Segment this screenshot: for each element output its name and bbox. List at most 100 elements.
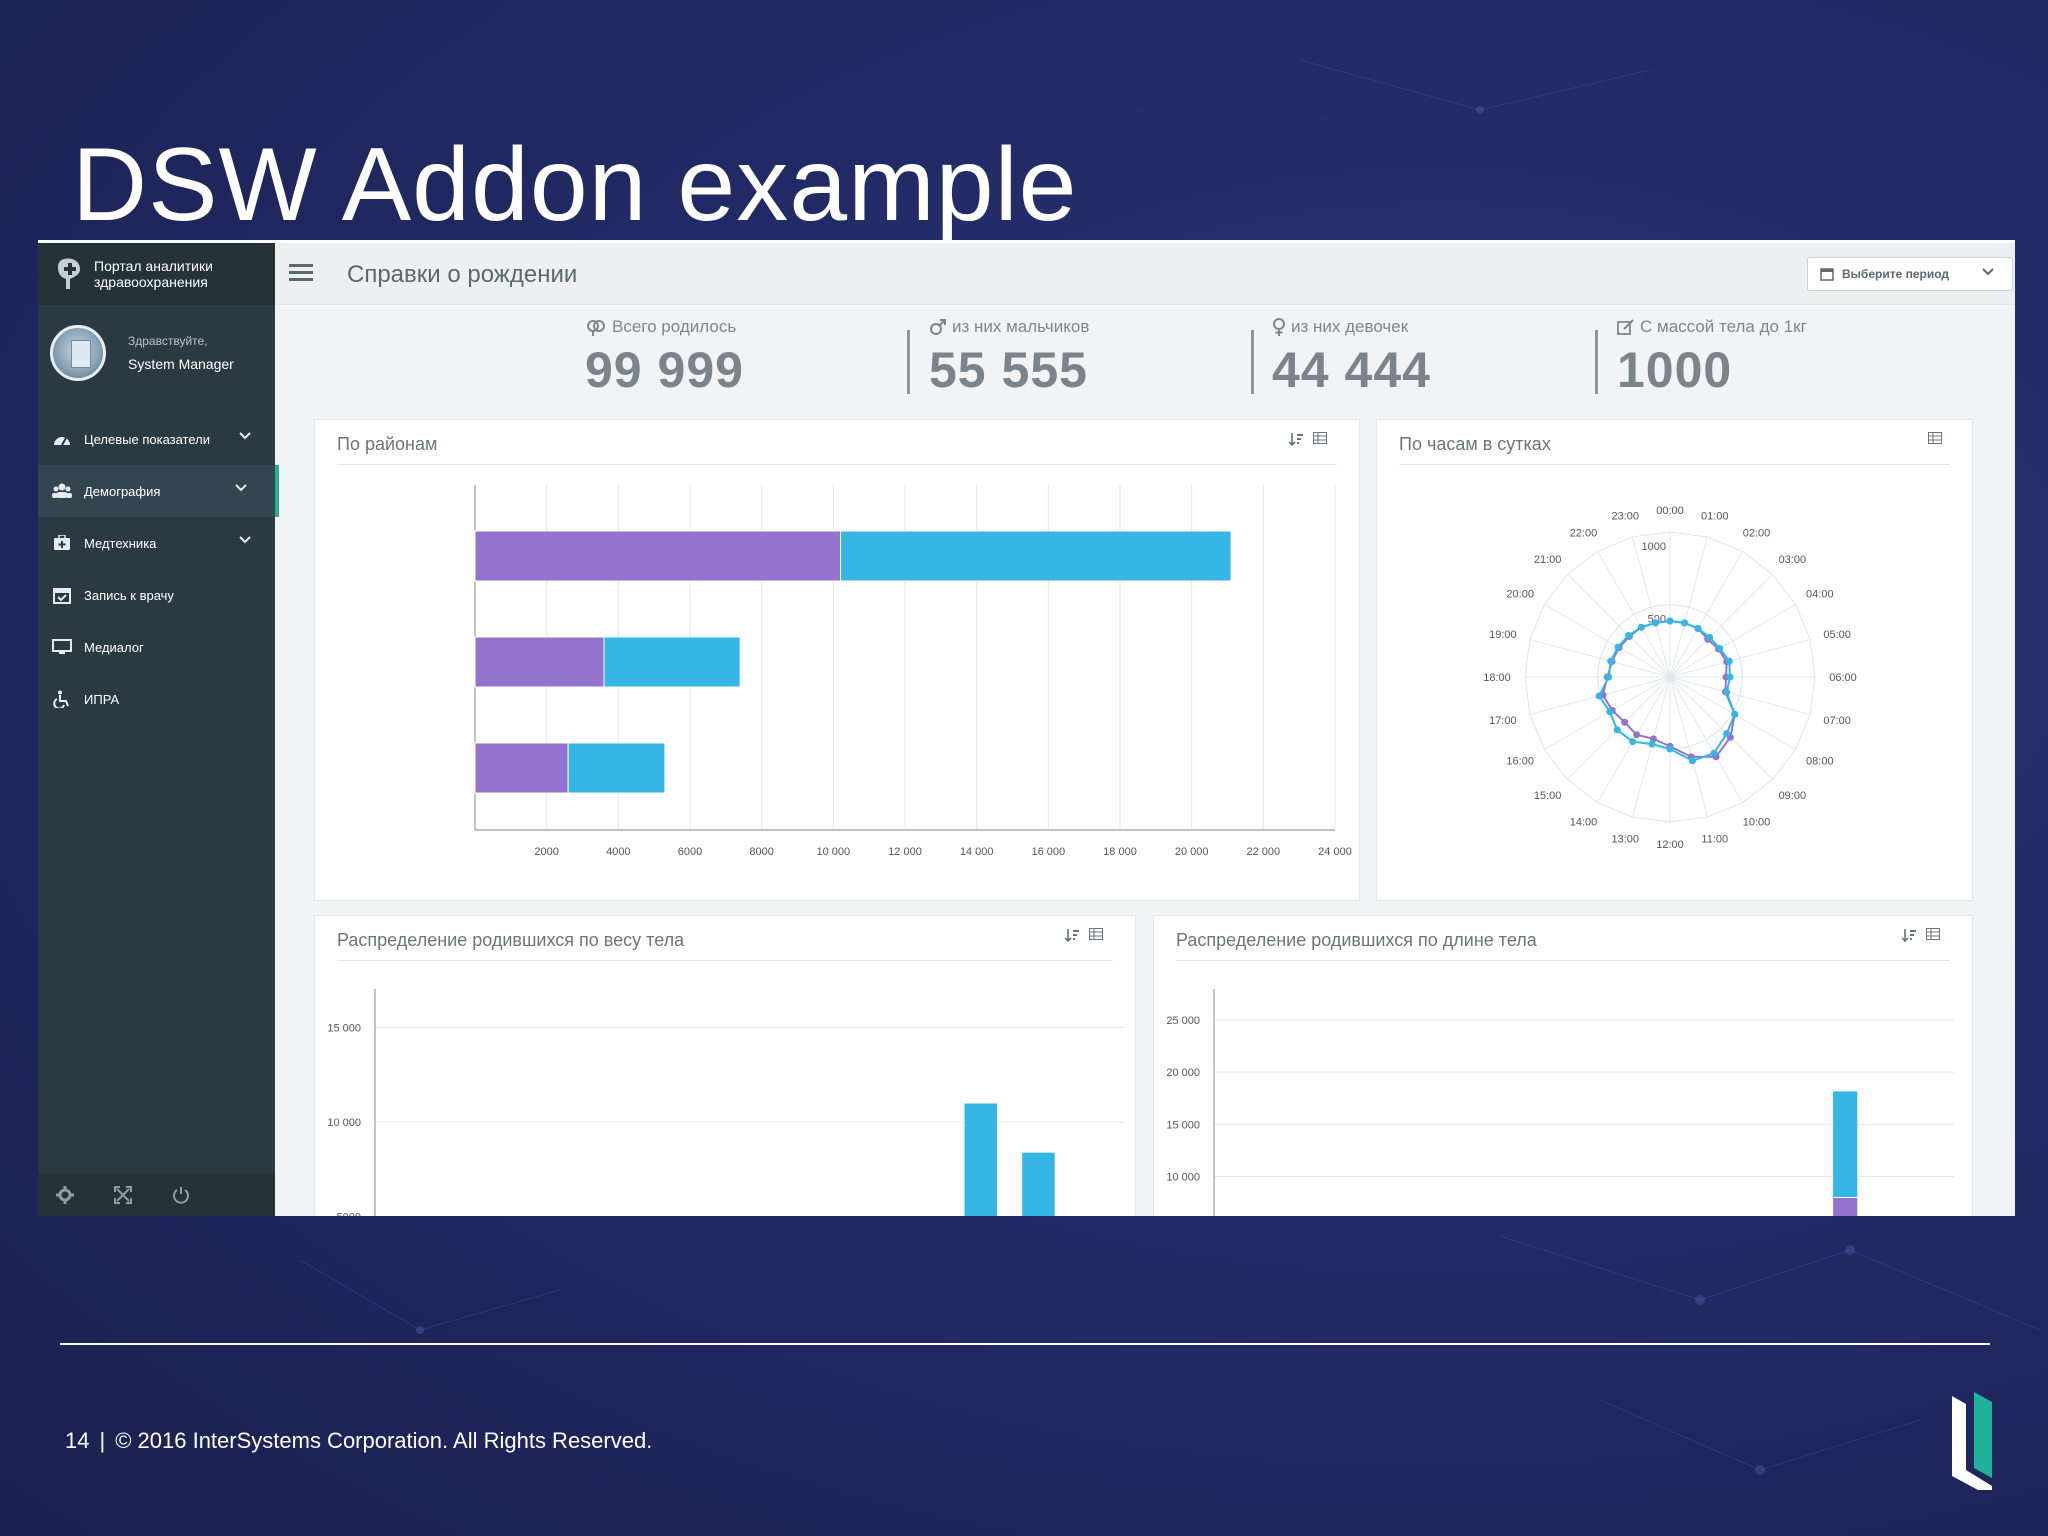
table-icon[interactable] xyxy=(1928,432,1942,444)
x-tick-label: 22 000 xyxy=(1247,846,1281,858)
footer-divider xyxy=(60,1343,1990,1345)
table-icon[interactable] xyxy=(1089,928,1103,940)
bar-segment xyxy=(1021,1151,1056,1216)
sidebar-footer xyxy=(38,1173,275,1216)
bar-segment xyxy=(603,636,741,688)
hour-label: 08:00 xyxy=(1806,756,1834,768)
kpi-divider xyxy=(1595,330,1598,394)
gear-icon[interactable] xyxy=(56,1185,74,1204)
kpi-total-born: Всего родилось 99 999 xyxy=(585,317,744,399)
kpi-label: из них мальчиков xyxy=(952,317,1090,336)
chevron-down-icon xyxy=(235,484,247,492)
bar-segment xyxy=(840,530,1232,582)
hour-label: 04:00 xyxy=(1806,589,1834,601)
hour-label: 23:00 xyxy=(1611,511,1639,523)
weight-bar-chart: 15 000 10 000 5000 xyxy=(327,989,1125,1216)
menu-icon[interactable] xyxy=(289,263,313,283)
radar-point xyxy=(1613,726,1621,734)
sort-icon[interactable] xyxy=(1289,432,1303,446)
radar-spoke xyxy=(1669,551,1743,678)
y-tick-label: 5000 xyxy=(337,1211,361,1216)
kpi-label: из них девочек xyxy=(1291,317,1409,336)
fullscreen-icon[interactable] xyxy=(114,1185,132,1204)
sidebar-item-ipra[interactable]: ИПРА xyxy=(38,673,275,725)
power-icon[interactable] xyxy=(172,1186,190,1204)
radar-spoke xyxy=(1669,676,1743,803)
hour-label: 13:00 xyxy=(1611,833,1639,845)
radar-spoke xyxy=(1597,551,1671,678)
sidebar-item-demography[interactable]: Демография xyxy=(38,465,279,517)
card-title: По районам xyxy=(337,434,438,454)
hour-label: 16:00 xyxy=(1506,756,1534,768)
x-tick-label: 20 000 xyxy=(1175,846,1209,858)
radar-spoke xyxy=(1669,536,1709,678)
hour-label: 02:00 xyxy=(1743,527,1771,539)
bar-segment xyxy=(963,1102,998,1216)
wheelchair-icon xyxy=(52,689,72,709)
hour-label: 15:00 xyxy=(1534,790,1562,802)
kpi-label: Всего родилось xyxy=(612,317,737,336)
radar-spoke xyxy=(1669,676,1709,818)
kpi-value: 1000 xyxy=(1617,342,1733,398)
radar-spoke xyxy=(1544,604,1671,678)
sort-icon[interactable] xyxy=(1902,928,1916,942)
brand-line-2: здравоохранения xyxy=(94,274,208,290)
sidebar-item-medtech[interactable]: Медтехника xyxy=(38,517,275,569)
users-icon xyxy=(52,481,72,501)
radar-spoke xyxy=(1567,574,1671,678)
sort-icon[interactable] xyxy=(1065,928,1079,942)
sidebar-item-label: Демография xyxy=(84,483,161,499)
table-icon[interactable] xyxy=(1926,928,1940,940)
sidebar-item-medialog[interactable]: Медиалог xyxy=(38,621,275,673)
kpi-label: С массой тела до 1кг xyxy=(1640,317,1807,336)
radar-point xyxy=(1694,624,1702,632)
sidebar-item-label: Медтехника xyxy=(84,535,157,551)
user-name: System Manager xyxy=(128,356,234,372)
calendar-icon xyxy=(1820,268,1834,281)
medkit-icon xyxy=(52,533,72,553)
x-tick-label: 12 000 xyxy=(888,846,922,858)
kpi-value: 44 444 xyxy=(1272,342,1431,398)
radar-spoke xyxy=(1669,638,1811,678)
table-icon[interactable] xyxy=(1313,432,1327,444)
sidebar-item-target-indicators[interactable]: Целевые показатели xyxy=(38,413,275,465)
period-select-button[interactable]: Выберите период xyxy=(1807,257,2013,291)
bar-segment xyxy=(474,530,841,582)
user-greeting: Здравствуйте, xyxy=(128,334,208,348)
avatar[interactable] xyxy=(50,325,106,381)
kpi-value: 55 555 xyxy=(929,342,1088,398)
radar-point xyxy=(1637,623,1645,631)
kpi-boys: из них мальчиков 55 555 xyxy=(929,317,1089,399)
radar-spoke xyxy=(1669,676,1811,716)
radar-point xyxy=(1723,688,1731,696)
x-tick-label: 24 000 xyxy=(1318,846,1352,858)
card-by-district: По районам 2000 4000 6000 8000 10 000 12 000 1… xyxy=(314,419,1360,901)
sidebar-item-label: ИПРА xyxy=(84,691,120,707)
card-toolbar xyxy=(1289,432,1327,446)
male-icon xyxy=(930,319,946,335)
hour-label: 21:00 xyxy=(1534,554,1562,566)
hour-label: 03:00 xyxy=(1779,554,1807,566)
radar-point xyxy=(1666,617,1674,625)
radar-spoke xyxy=(1669,676,1773,780)
hour-label: 17:00 xyxy=(1489,715,1517,727)
sidebar-item-label: Запись к врачу xyxy=(84,587,174,603)
y-tick-label: 25 000 xyxy=(1166,1015,1200,1027)
radar-point xyxy=(1648,740,1656,748)
x-tick-label: 10 000 xyxy=(817,846,851,858)
bar-segment xyxy=(567,742,666,794)
hour-label: 00:00 xyxy=(1656,505,1684,517)
radar-point xyxy=(1651,619,1659,627)
brand[interactable]: Портал аналитики здравоохранения xyxy=(38,243,275,305)
health-portal-logo-icon xyxy=(58,258,80,289)
x-tick-label: 2000 xyxy=(534,846,558,858)
sidebar-item-doctor-appointment[interactable]: Запись к врачу xyxy=(38,569,275,621)
y-tick-label: 15 000 xyxy=(1166,1119,1200,1131)
card-title: Распределение родившихся по длине тела xyxy=(1176,930,1537,950)
x-tick-label: 6000 xyxy=(678,846,702,858)
hour-label: 14:00 xyxy=(1570,817,1598,829)
card-by-hour: По часам в сутках 500 1000 00:00 01:00 02:00… xyxy=(1376,419,1973,901)
sidebar-nav: Целевые показатели Демография Медтехника xyxy=(38,413,279,725)
radar-point xyxy=(1726,673,1734,681)
